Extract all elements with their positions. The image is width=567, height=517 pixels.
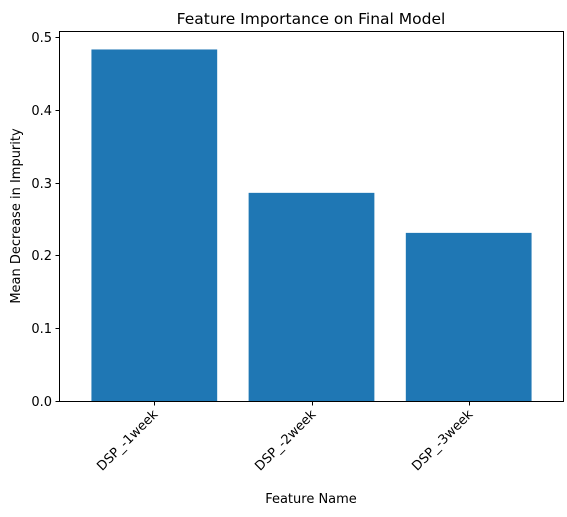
y-tick-label: 0.3 xyxy=(31,177,52,192)
x-tick-label: DSP_-3week xyxy=(409,407,476,474)
x-axis: DSP_-1week DSP_-2week DSP_-3week xyxy=(94,401,477,474)
y-axis-label: Mean Decrease in Impurity xyxy=(9,128,24,304)
x-tick-label: DSP_-1week xyxy=(94,407,161,474)
y-tick-label: 0.2 xyxy=(31,249,52,264)
y-axis: 0.0 0.1 0.2 0.3 0.4 0.5 xyxy=(31,31,60,410)
plot-frame xyxy=(59,31,564,402)
bars-group xyxy=(91,49,532,401)
chart-title: Feature Importance on Final Model xyxy=(177,10,446,28)
bar-dsp-1week xyxy=(91,49,218,401)
y-tick-label: 0.4 xyxy=(31,104,52,119)
y-tick-label: 0.1 xyxy=(31,322,52,337)
y-tick-label: 0.5 xyxy=(31,31,52,46)
x-axis-label: Feature Name xyxy=(265,492,357,507)
bar-dsp-2week xyxy=(248,192,375,401)
y-tick-label: 0.0 xyxy=(31,395,52,410)
bar-dsp-3week xyxy=(405,232,532,401)
x-tick-label: DSP_-2week xyxy=(252,407,319,474)
